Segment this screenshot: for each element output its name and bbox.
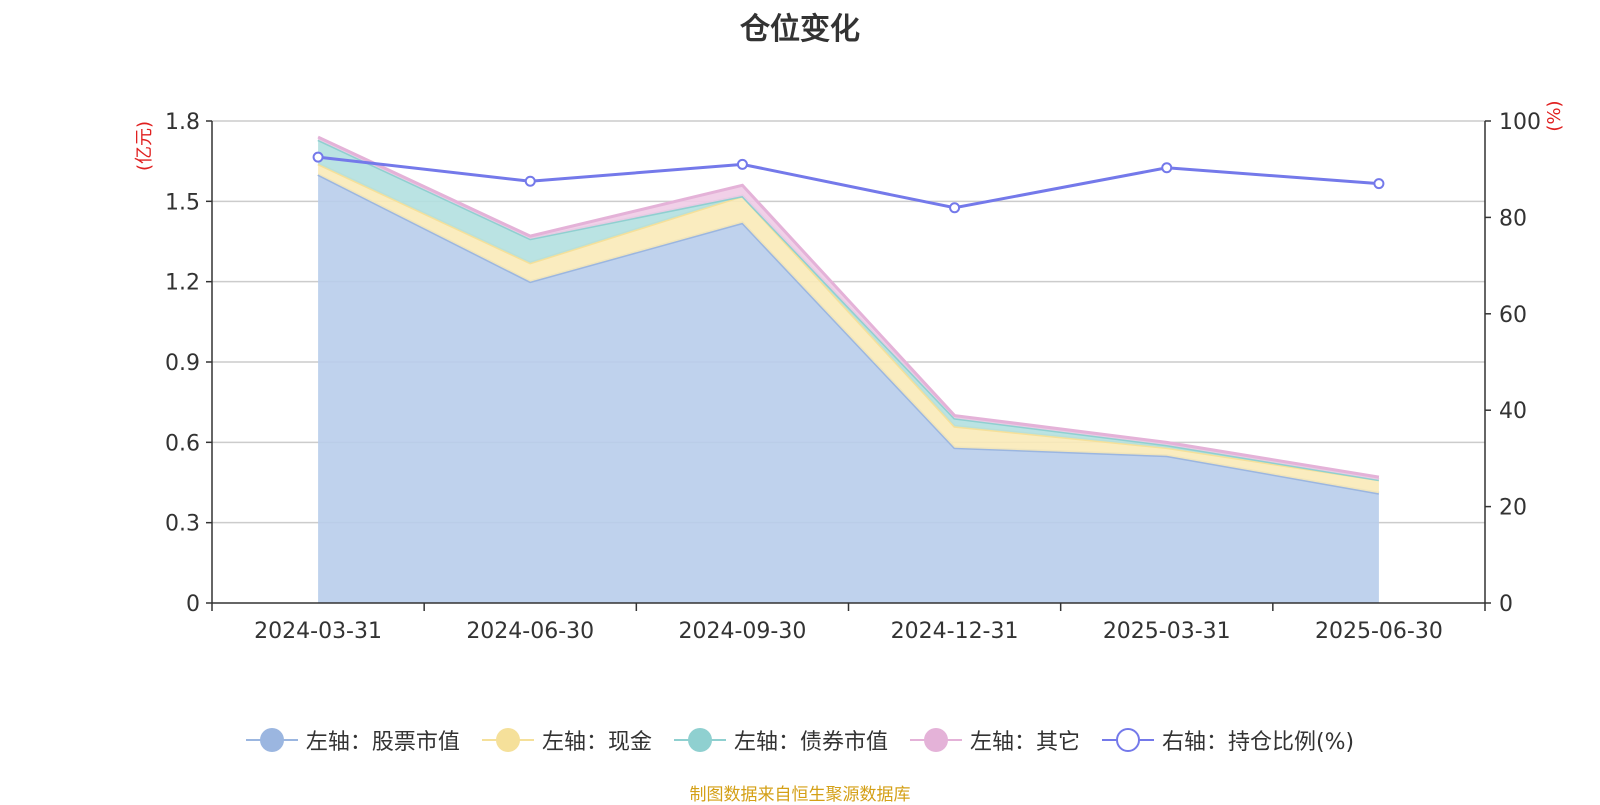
right-tick-label: 40 bbox=[1499, 399, 1527, 424]
right-tick-label: 60 bbox=[1499, 303, 1527, 328]
legend-marker-icon bbox=[481, 728, 534, 752]
ratio-point bbox=[1373, 178, 1385, 190]
legend-label: 左轴：债券市值 bbox=[733, 730, 888, 755]
ratio-point bbox=[524, 175, 536, 187]
legend-label: 左轴：其它 bbox=[969, 730, 1080, 755]
legend-item[interactable]: 左轴：其它 bbox=[909, 724, 1080, 756]
left-axis-label: (亿元) bbox=[134, 121, 155, 171]
left-tick-label: 1.8 bbox=[165, 110, 200, 135]
legend-item[interactable]: 左轴：现金 bbox=[481, 724, 652, 756]
legend-marker-icon bbox=[909, 728, 962, 752]
area-0 bbox=[318, 174, 1379, 604]
ratio-point bbox=[949, 202, 961, 214]
right-tick-label: 20 bbox=[1499, 496, 1527, 521]
legend-item[interactable]: 左轴：债券市值 bbox=[673, 724, 888, 756]
ratio-point bbox=[312, 151, 324, 163]
chart-legend: 左轴：股票市值 左轴：现金 左轴：债券市值 左轴：其它 右轴：持仓比例(%) bbox=[0, 722, 1600, 758]
x-tick-label: 2025-06-30 bbox=[1315, 619, 1443, 644]
left-tick-label: 1.2 bbox=[165, 271, 200, 296]
ratio-point bbox=[1161, 162, 1173, 174]
right-tick-label: 100 bbox=[1499, 110, 1541, 135]
legend-item[interactable]: 左轴：股票市值 bbox=[245, 724, 460, 756]
left-tick-label: 0.9 bbox=[165, 351, 200, 376]
legend-marker-icon bbox=[1101, 728, 1154, 752]
x-tick-label: 2024-06-30 bbox=[466, 619, 594, 644]
ratio-point bbox=[736, 158, 748, 170]
ratio-line bbox=[317, 155, 1380, 210]
chart-title: 仓位变化 bbox=[740, 12, 860, 47]
x-tick-label: 2024-03-31 bbox=[254, 619, 382, 644]
right-tick-label: 0 bbox=[1499, 592, 1513, 617]
legend-marker-icon bbox=[673, 728, 726, 752]
area-2 bbox=[318, 139, 1379, 480]
legend-label: 右轴：持仓比例(%) bbox=[1161, 730, 1355, 755]
left-tick-label: 1.5 bbox=[165, 190, 200, 215]
legend-marker-icon bbox=[245, 728, 298, 752]
legend-item[interactable]: 右轴：持仓比例(%) bbox=[1101, 724, 1355, 756]
right-tick-label: 80 bbox=[1499, 206, 1527, 231]
x-tick-label: 2024-09-30 bbox=[678, 619, 806, 644]
x-tick-label: 2024-12-31 bbox=[891, 619, 1019, 644]
left-tick-label: 0.3 bbox=[165, 512, 200, 537]
x-tick-label: 2025-03-31 bbox=[1103, 619, 1231, 644]
legend-label: 左轴：股票市值 bbox=[305, 730, 460, 755]
left-tick-label: 0 bbox=[186, 592, 200, 617]
right-axis-label: (%) bbox=[1544, 100, 1565, 131]
data-source-footer: 制图数据来自恒生聚源数据库 bbox=[689, 785, 911, 805]
left-tick-label: 0.6 bbox=[165, 431, 200, 456]
legend-label: 左轴：现金 bbox=[541, 730, 652, 755]
area-edge-3 bbox=[317, 135, 1380, 479]
